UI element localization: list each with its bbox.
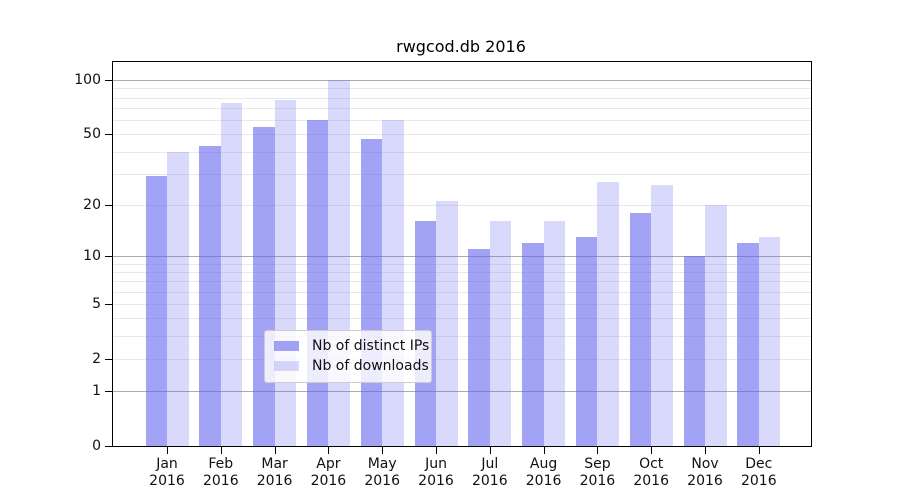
x-tick-label-jul: Jul 2016: [471, 456, 508, 489]
minor-gridline: [113, 204, 811, 206]
minor-gridline: [113, 263, 811, 265]
x-tick-mark: [436, 447, 437, 454]
minor-gridline: [113, 318, 811, 320]
minor-gridline: [113, 271, 811, 273]
minor-gridline: [113, 134, 811, 136]
y-tick-label: 2: [92, 350, 101, 367]
minor-gridline: [113, 304, 811, 305]
x-tick-label-sep: Sep 2016: [579, 456, 616, 489]
x-tick-mark: [274, 447, 276, 454]
minor-gridline: [113, 291, 811, 293]
x-tick-label-may: May 2016: [364, 456, 400, 489]
y-tick-label: 1: [92, 383, 101, 400]
y-tick-mark: [105, 204, 112, 206]
x-tick-mark: [597, 447, 599, 454]
x-tick-mark: [328, 447, 330, 454]
bar-aug-distinct-ips: [522, 242, 544, 446]
major-gridline: [113, 80, 811, 82]
y-tick-mark: [105, 304, 112, 305]
x-tick-label-oct: Oct 2016: [633, 456, 669, 489]
bar-mar-distinct-ips: [253, 126, 275, 446]
bar-apr-downloads: [328, 80, 350, 446]
bar-dec-downloads: [758, 236, 781, 446]
y-tick-mark: [105, 358, 112, 360]
major-gridline: [113, 255, 811, 257]
x-tick-label-nov: Nov 2016: [687, 456, 723, 489]
minor-gridline: [113, 281, 811, 283]
legend: Nb of distinct IPs Nb of downloads: [264, 330, 432, 383]
x-tick-mark: [382, 447, 384, 454]
y-tick-label: 20: [83, 196, 101, 213]
y-tick-label: 0: [92, 438, 101, 454]
bar-jan-distinct-ips: [145, 176, 167, 446]
y-tick-mark: [105, 134, 112, 136]
x-tick-mark: [220, 447, 222, 454]
minor-gridline: [113, 173, 811, 175]
bar-dec-distinct-ips: [737, 242, 759, 446]
y-tick-mark: [105, 446, 112, 447]
x-tick-mark: [489, 447, 491, 454]
x-tick-mark: [705, 447, 706, 454]
bar-jan-downloads: [167, 151, 189, 446]
bar-oct-distinct-ips: [629, 212, 652, 446]
minor-gridline: [113, 108, 811, 110]
major-gridline: [113, 391, 811, 393]
x-tick-label-aug: Aug 2016: [525, 456, 562, 489]
y-tick-label: 50: [83, 126, 101, 143]
x-tick-mark: [167, 447, 168, 454]
bar-feb-downloads: [220, 102, 243, 446]
x-tick-label-jan: Jan 2016: [149, 456, 185, 489]
minor-gridline: [113, 97, 811, 99]
legend-label-distinct-ips: Nb of distinct IPs: [312, 338, 430, 354]
y-tick-mark: [105, 80, 112, 82]
x-tick-label-jun: Jun 2016: [418, 456, 454, 489]
bar-apr-distinct-ips: [306, 120, 329, 446]
legend-row: Nb of distinct IPs: [273, 336, 429, 356]
y-tick-mark: [105, 255, 112, 257]
y-tick-label: 10: [83, 247, 101, 264]
bar-may-distinct-ips: [360, 139, 383, 446]
legend-swatch-distinct-ips: [274, 341, 299, 351]
bar-sep-distinct-ips: [575, 236, 598, 446]
bar-nov-distinct-ips: [683, 255, 705, 446]
minor-gridline: [113, 358, 811, 360]
x-tick-mark: [543, 447, 545, 454]
legend-swatch-downloads: [274, 361, 299, 371]
bar-mar-downloads: [274, 99, 297, 446]
x-tick-label-apr: Apr 2016: [310, 456, 347, 489]
chart-title: rwgcod.db 2016: [396, 37, 526, 56]
y-tick-label: 5: [92, 296, 101, 312]
y-tick-mark: [105, 391, 112, 393]
y-tick-label: 100: [74, 72, 101, 89]
bar-nov-downloads: [705, 204, 727, 446]
bar-jun-downloads: [436, 201, 458, 446]
x-tick-label-feb: Feb 2016: [202, 456, 239, 489]
legend-label-downloads: Nb of downloads: [312, 358, 429, 374]
bar-feb-distinct-ips: [199, 146, 221, 446]
minor-gridline: [113, 120, 811, 122]
bar-oct-downloads: [651, 184, 673, 446]
bar-aug-downloads: [543, 221, 566, 446]
plot-area: 0 1 2 5 10 20 50 100 Jan 2016 Feb 2016 Mar 2016 Apr 201…: [74, 61, 812, 489]
legend-row: Nb of downloads: [273, 356, 429, 376]
minor-gridline: [113, 151, 811, 153]
x-tick-mark: [651, 447, 653, 454]
bar-sep-downloads: [597, 181, 619, 446]
minor-gridline: [113, 336, 811, 338]
x-tick-mark: [758, 447, 760, 454]
bar-jul-downloads: [489, 221, 512, 446]
minor-gridline: [113, 88, 811, 90]
bar-may-downloads: [382, 120, 404, 446]
bar-jul-distinct-ips: [468, 249, 490, 446]
x-tick-label-dec: Dec 2016: [740, 456, 777, 489]
x-tick-label-mar: Mar 2016: [256, 456, 293, 489]
